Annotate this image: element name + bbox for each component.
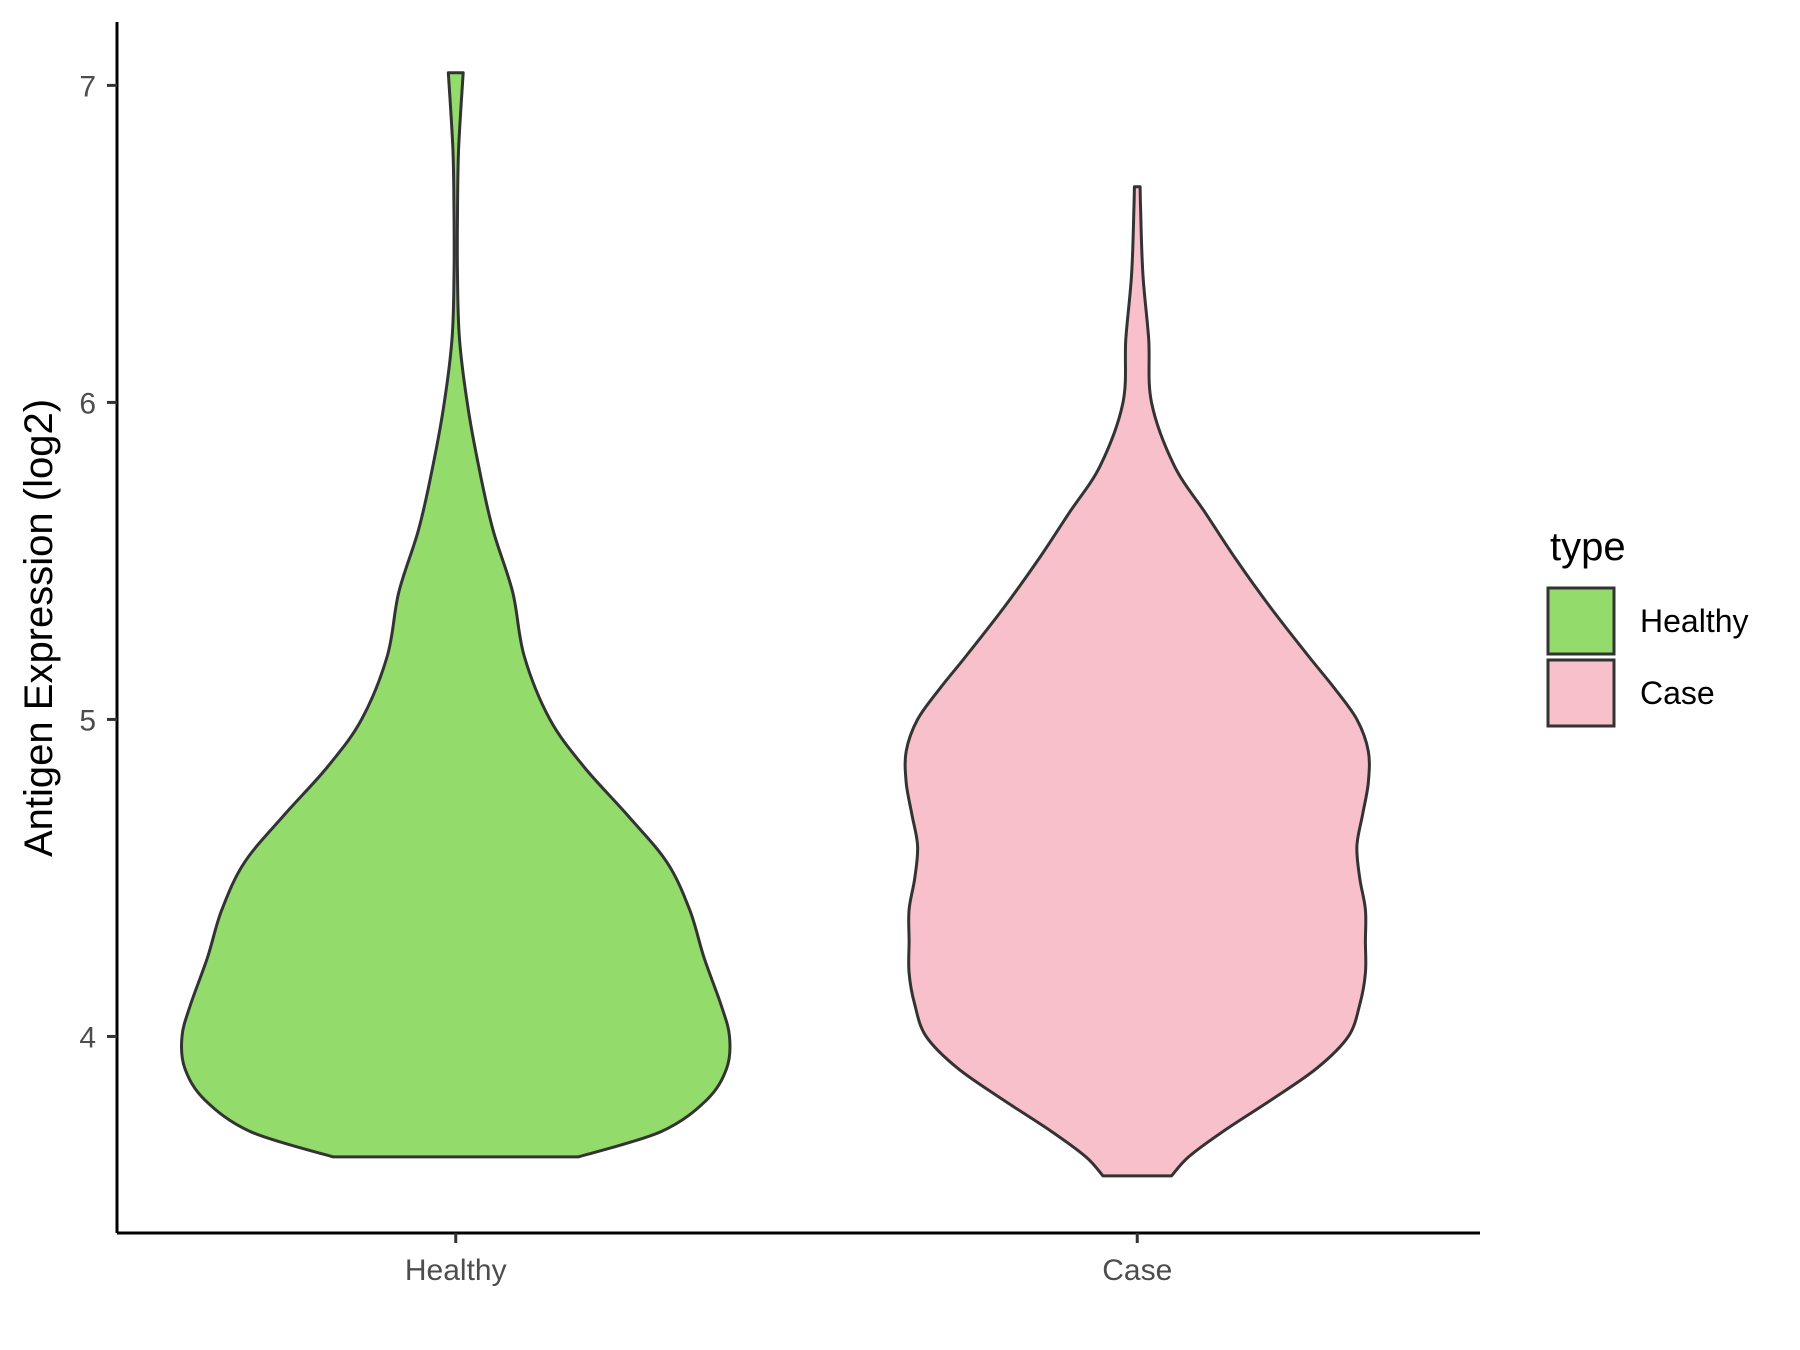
y-tick-label: 7 (79, 70, 96, 103)
y-tick-label: 4 (79, 1021, 96, 1054)
violin-case (903, 185, 1371, 1178)
y-axis-title: Antigen Expression (log2) (17, 399, 61, 857)
legend-label-healthy: Healthy (1640, 603, 1749, 639)
legend-title: type (1550, 525, 1626, 569)
y-tick-label: 5 (79, 704, 96, 737)
x-tick-label: Case (1102, 1254, 1172, 1287)
legend-label-case: Case (1640, 675, 1715, 711)
violin-layer (179, 71, 1371, 1178)
violin-healthy (179, 71, 732, 1159)
legend-swatch-case (1546, 658, 1616, 728)
x-tick-label: Healthy (405, 1254, 507, 1287)
legend-swatch-healthy (1546, 586, 1616, 656)
legend: type Healthy Case (1546, 525, 1749, 728)
y-axis-ticks: 4 5 6 7 (79, 70, 117, 1054)
x-axis-ticks: Healthy Case (405, 1233, 1172, 1287)
y-tick-label: 6 (79, 387, 96, 420)
